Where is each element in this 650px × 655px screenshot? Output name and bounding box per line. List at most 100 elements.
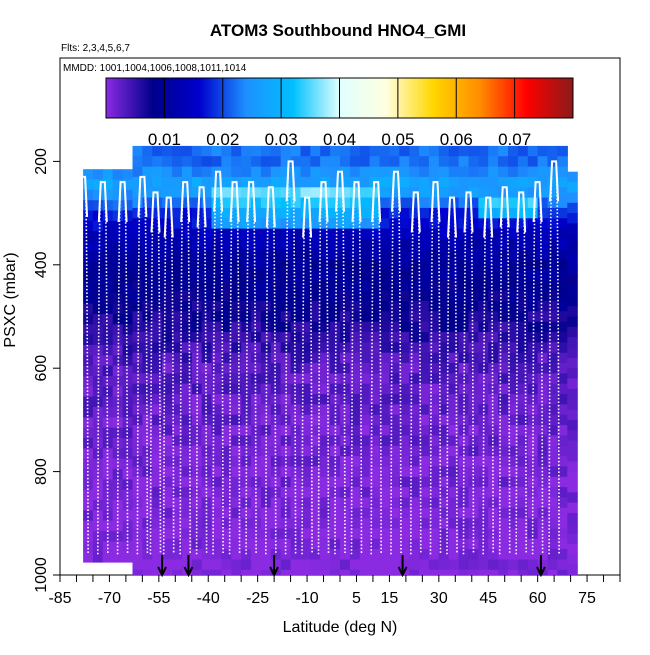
heatmap-cell xyxy=(320,507,331,519)
heatmap-cell xyxy=(389,404,400,416)
heatmap-cell xyxy=(162,290,173,302)
heatmap-cell xyxy=(280,476,292,488)
heatmap-cell xyxy=(122,262,134,274)
heatmap-cell xyxy=(142,445,153,457)
heatmap-cell xyxy=(300,228,311,240)
flight-profile-top xyxy=(351,181,362,223)
heatmap-cell xyxy=(527,270,539,281)
heatmap-cell xyxy=(241,466,252,478)
heatmap-cell xyxy=(260,207,272,219)
heatmap-cell xyxy=(310,507,321,519)
heatmap-cell xyxy=(340,301,351,312)
heatmap-cell xyxy=(508,445,519,457)
heatmap-cell xyxy=(369,373,381,385)
heatmap-cell xyxy=(270,145,282,157)
heatmap-cell xyxy=(330,301,341,312)
heatmap-cell xyxy=(330,559,341,571)
heatmap-cell xyxy=(310,342,321,354)
heatmap-cell xyxy=(488,311,499,323)
heatmap-cell xyxy=(191,249,203,261)
heatmap-cell xyxy=(468,259,479,271)
heatmap-cell xyxy=(448,166,460,178)
heatmap-cell xyxy=(517,414,529,426)
heatmap-cell xyxy=(409,176,420,188)
heatmap-cell xyxy=(369,352,381,364)
heatmap-cell xyxy=(340,187,351,199)
heatmap-cell xyxy=(330,280,341,292)
heatmap-cell xyxy=(468,456,479,467)
flight-profile-trace xyxy=(429,181,442,555)
heatmap-cell xyxy=(112,282,124,294)
heatmap-cell xyxy=(409,456,420,467)
heatmap-cell xyxy=(191,270,203,281)
heatmap-cell xyxy=(369,363,381,374)
heatmap-cell xyxy=(211,342,222,354)
heatmap-cell xyxy=(409,373,420,385)
heatmap-cell xyxy=(310,559,321,571)
heatmap-cell xyxy=(567,223,578,235)
heatmap-cell xyxy=(231,280,242,292)
flight-profile-trace xyxy=(370,181,382,555)
heatmap-cell xyxy=(162,352,173,364)
heatmap-cell xyxy=(428,569,440,575)
heatmap-cell xyxy=(419,311,430,323)
heatmap-cell xyxy=(280,145,292,157)
heatmap-cell xyxy=(498,569,509,575)
heatmap-cell xyxy=(152,280,163,292)
heatmap-cell xyxy=(181,352,193,364)
heatmap-cell xyxy=(340,559,351,571)
heatmap-cell xyxy=(349,290,361,302)
heatmap-cell xyxy=(201,332,213,343)
sounding-arrowhead xyxy=(183,566,194,578)
heatmap-cell xyxy=(191,507,203,519)
heatmap-cell xyxy=(251,363,262,374)
heatmap-cell xyxy=(251,445,262,457)
heatmap-cell xyxy=(152,145,163,157)
heatmap-cell xyxy=(251,301,262,312)
heatmap-cell xyxy=(369,187,381,199)
heatmap-cell xyxy=(330,518,341,529)
heatmap-cell xyxy=(191,476,203,488)
heatmap-cell xyxy=(369,218,381,230)
heatmap-cell xyxy=(191,156,203,168)
heatmap-cell xyxy=(468,290,479,302)
heatmap-cell xyxy=(320,559,331,571)
heatmap-cell xyxy=(340,352,351,364)
heatmap-cell xyxy=(172,373,183,385)
heatmap-cell xyxy=(419,487,430,498)
flight-profile-top xyxy=(137,175,148,217)
heatmap-cell xyxy=(438,373,450,385)
heatmap-cell xyxy=(181,414,193,426)
heatmap-cell xyxy=(537,404,549,416)
heatmap-cell xyxy=(201,394,213,405)
heatmap-cell xyxy=(92,241,104,253)
heatmap-cell xyxy=(498,290,509,302)
heatmap-cell xyxy=(280,321,292,333)
heatmap-cell xyxy=(389,414,400,426)
heatmap-cell xyxy=(547,507,558,519)
heatmap-cell xyxy=(310,456,321,467)
heatmap-cell xyxy=(349,207,361,219)
heatmap-cell xyxy=(83,344,94,356)
colorbar-tick-label: 0.02 xyxy=(206,130,239,149)
heatmap-cell xyxy=(547,321,558,333)
heatmap-cell xyxy=(241,497,252,509)
heatmap-cell xyxy=(517,166,529,178)
heatmap-cell xyxy=(369,228,381,240)
heatmap-cell xyxy=(191,228,203,240)
heatmap-cell xyxy=(547,497,558,509)
heatmap-cell xyxy=(547,332,558,343)
heatmap-cell xyxy=(409,425,420,436)
heatmap-cell xyxy=(290,259,302,271)
heatmap-cell xyxy=(419,145,430,157)
heatmap-cell xyxy=(152,445,163,457)
heatmap-cell xyxy=(458,197,470,209)
heatmap-cell xyxy=(508,363,519,374)
heatmap-cell xyxy=(448,414,460,426)
heatmap-cell xyxy=(517,404,529,416)
heatmap-cell xyxy=(508,228,519,240)
heatmap-cell xyxy=(251,218,262,230)
heatmap-cell xyxy=(280,538,292,550)
heatmap-cell xyxy=(478,249,489,261)
heatmap-cell xyxy=(181,549,193,560)
